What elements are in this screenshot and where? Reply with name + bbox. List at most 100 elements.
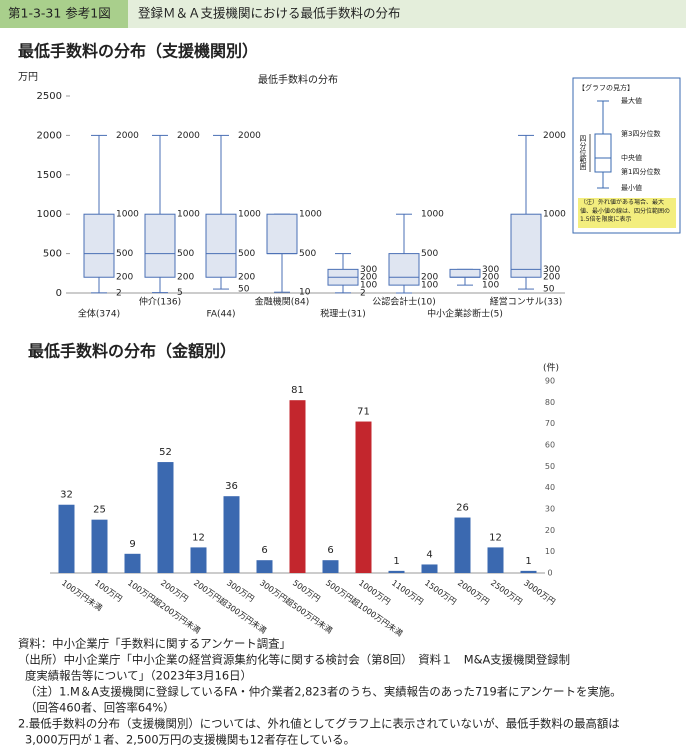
box (83, 213, 115, 278)
y-tick-label: 500 (43, 249, 62, 260)
x-tick-label: 中小企業診断士(5) (427, 308, 503, 320)
section-heading: 最低手数料の分布（支援機関別） (18, 42, 258, 61)
y-tick-label: 20 (545, 526, 555, 535)
data-label: 1 (393, 556, 399, 567)
data-label: 1000 (116, 210, 139, 220)
bar (289, 400, 306, 573)
box (510, 213, 542, 278)
x-tick-label: 300万円 (225, 578, 256, 603)
y-axis-label: 万円 (18, 72, 38, 83)
bar (421, 564, 438, 573)
bar (322, 560, 339, 573)
data-label: 200 (543, 273, 560, 283)
data-label: 500 (299, 249, 316, 259)
y-tick-label: 2000 (37, 130, 62, 141)
bar (487, 547, 504, 573)
data-label: 1000 (299, 210, 322, 220)
data-label: 1000 (421, 210, 444, 220)
data-label: 50 (543, 285, 555, 295)
x-tick-label: 500万円 (291, 578, 322, 603)
note-line: 2.最低手数料の分布（支援機関別）については、外れ値としてグラフ上に表示されてい… (18, 717, 620, 731)
bar (520, 570, 537, 573)
data-label: 200 (238, 273, 255, 283)
note-line: （回答460者、回答率64%） (25, 701, 175, 715)
data-label: 1000 (543, 210, 566, 220)
data-label: 100 (482, 281, 499, 291)
data-label: 200 (360, 273, 377, 283)
box-guide: 【グラフの見方】 最大値 第3四分位数 中央値 第1四分位数 最小値 四分位範囲… (572, 77, 681, 234)
x-tick-label: 公認会計士(10) (372, 296, 435, 308)
y-axis-label: (件) (543, 362, 559, 374)
x-tick-label: 3000万円 (522, 578, 557, 606)
data-label: 10 (299, 288, 311, 298)
data-label: 71 (357, 407, 370, 418)
data-label: 12 (489, 532, 502, 543)
data-label: 200 (177, 273, 194, 283)
data-label: 1000 (238, 210, 261, 220)
data-label: 6 (261, 545, 267, 556)
data-label: 52 (159, 447, 172, 458)
x-tick-label: 100万円 (93, 578, 124, 603)
data-label: 500 (421, 249, 438, 259)
data-label: 12 (192, 532, 205, 543)
x-tick-label: 経営コンサル(33) (490, 296, 562, 308)
note-line: （注）1.M＆A支援機関に登録しているFA・仲介業者2,823者のうち、実績報告… (25, 685, 622, 699)
data-label: 5 (177, 288, 183, 298)
box (388, 253, 420, 286)
y-tick-label: 0 (56, 288, 62, 299)
data-label: 1 (525, 556, 531, 567)
figure-number: 第1-3-31 参考1図 (8, 6, 111, 21)
data-label: 300 (543, 265, 560, 275)
data-label: 25 (93, 505, 106, 516)
header-badge (0, 0, 128, 28)
y-tick-label: 10 (545, 547, 555, 556)
data-label: 2000 (177, 131, 200, 141)
data-label: 500 (177, 249, 194, 259)
guide-label: 最小値 (621, 183, 642, 192)
section-heading: 最低手数料の分布（金額別） (28, 342, 236, 361)
y-tick-label: 60 (545, 441, 555, 450)
x-tick-label: 税理士(31) (320, 308, 365, 320)
y-tick-label: 70 (545, 419, 555, 428)
y-tick-label: 80 (545, 398, 555, 407)
bar (355, 421, 372, 573)
x-tick-label: 金融機関(84) (255, 296, 309, 308)
data-label: 200 (421, 273, 438, 283)
data-label: 4 (426, 549, 432, 560)
data-label: 2000 (543, 131, 566, 141)
y-tick-label: 90 (545, 377, 555, 386)
box (205, 213, 237, 278)
x-tick-label: 1100万円 (390, 578, 425, 606)
bar (190, 547, 207, 573)
guide-label: 最大値 (621, 96, 642, 105)
guide-note-bg (578, 198, 676, 228)
y-tick-label: 40 (545, 483, 555, 492)
y-tick-label: 1000 (37, 209, 62, 220)
guide-note-box: （注）外れ値がある場合、最大値、最小値の線は、四分位範囲の1.5倍を限度に表示 (580, 199, 671, 223)
y-tick-label: 30 (545, 505, 555, 514)
data-label: 500 (116, 249, 133, 259)
x-tick-label: 全体(374) (78, 308, 120, 320)
data-label: 100 (360, 281, 377, 291)
data-label: 2 (360, 288, 366, 298)
bar (124, 553, 141, 573)
x-tick-label: 1500万円 (423, 578, 458, 606)
bar (454, 517, 471, 573)
bar (223, 496, 240, 573)
bar (91, 519, 108, 573)
guide-label: 第1四分位数 (621, 167, 660, 176)
guide-title: 【グラフの見方】 (578, 83, 634, 92)
note-line: 度実績報告等について」（2023年3月16日） (25, 669, 252, 683)
data-label: 50 (238, 285, 250, 295)
guide-note: （注）外れ値がある場合、最大値、最小値の線は、四分位範囲の1.5倍を限度に表示 (580, 199, 671, 223)
bar (388, 570, 405, 573)
data-label: 300 (482, 265, 499, 275)
bar (58, 504, 75, 573)
data-label: 300 (360, 265, 377, 275)
data-label: 2000 (238, 131, 261, 141)
chart-title: 最低手数料の分布 (258, 73, 338, 86)
box (449, 268, 481, 278)
note-line: 資料：中小企業庁「手数料に関するアンケート調査」 (18, 637, 291, 651)
